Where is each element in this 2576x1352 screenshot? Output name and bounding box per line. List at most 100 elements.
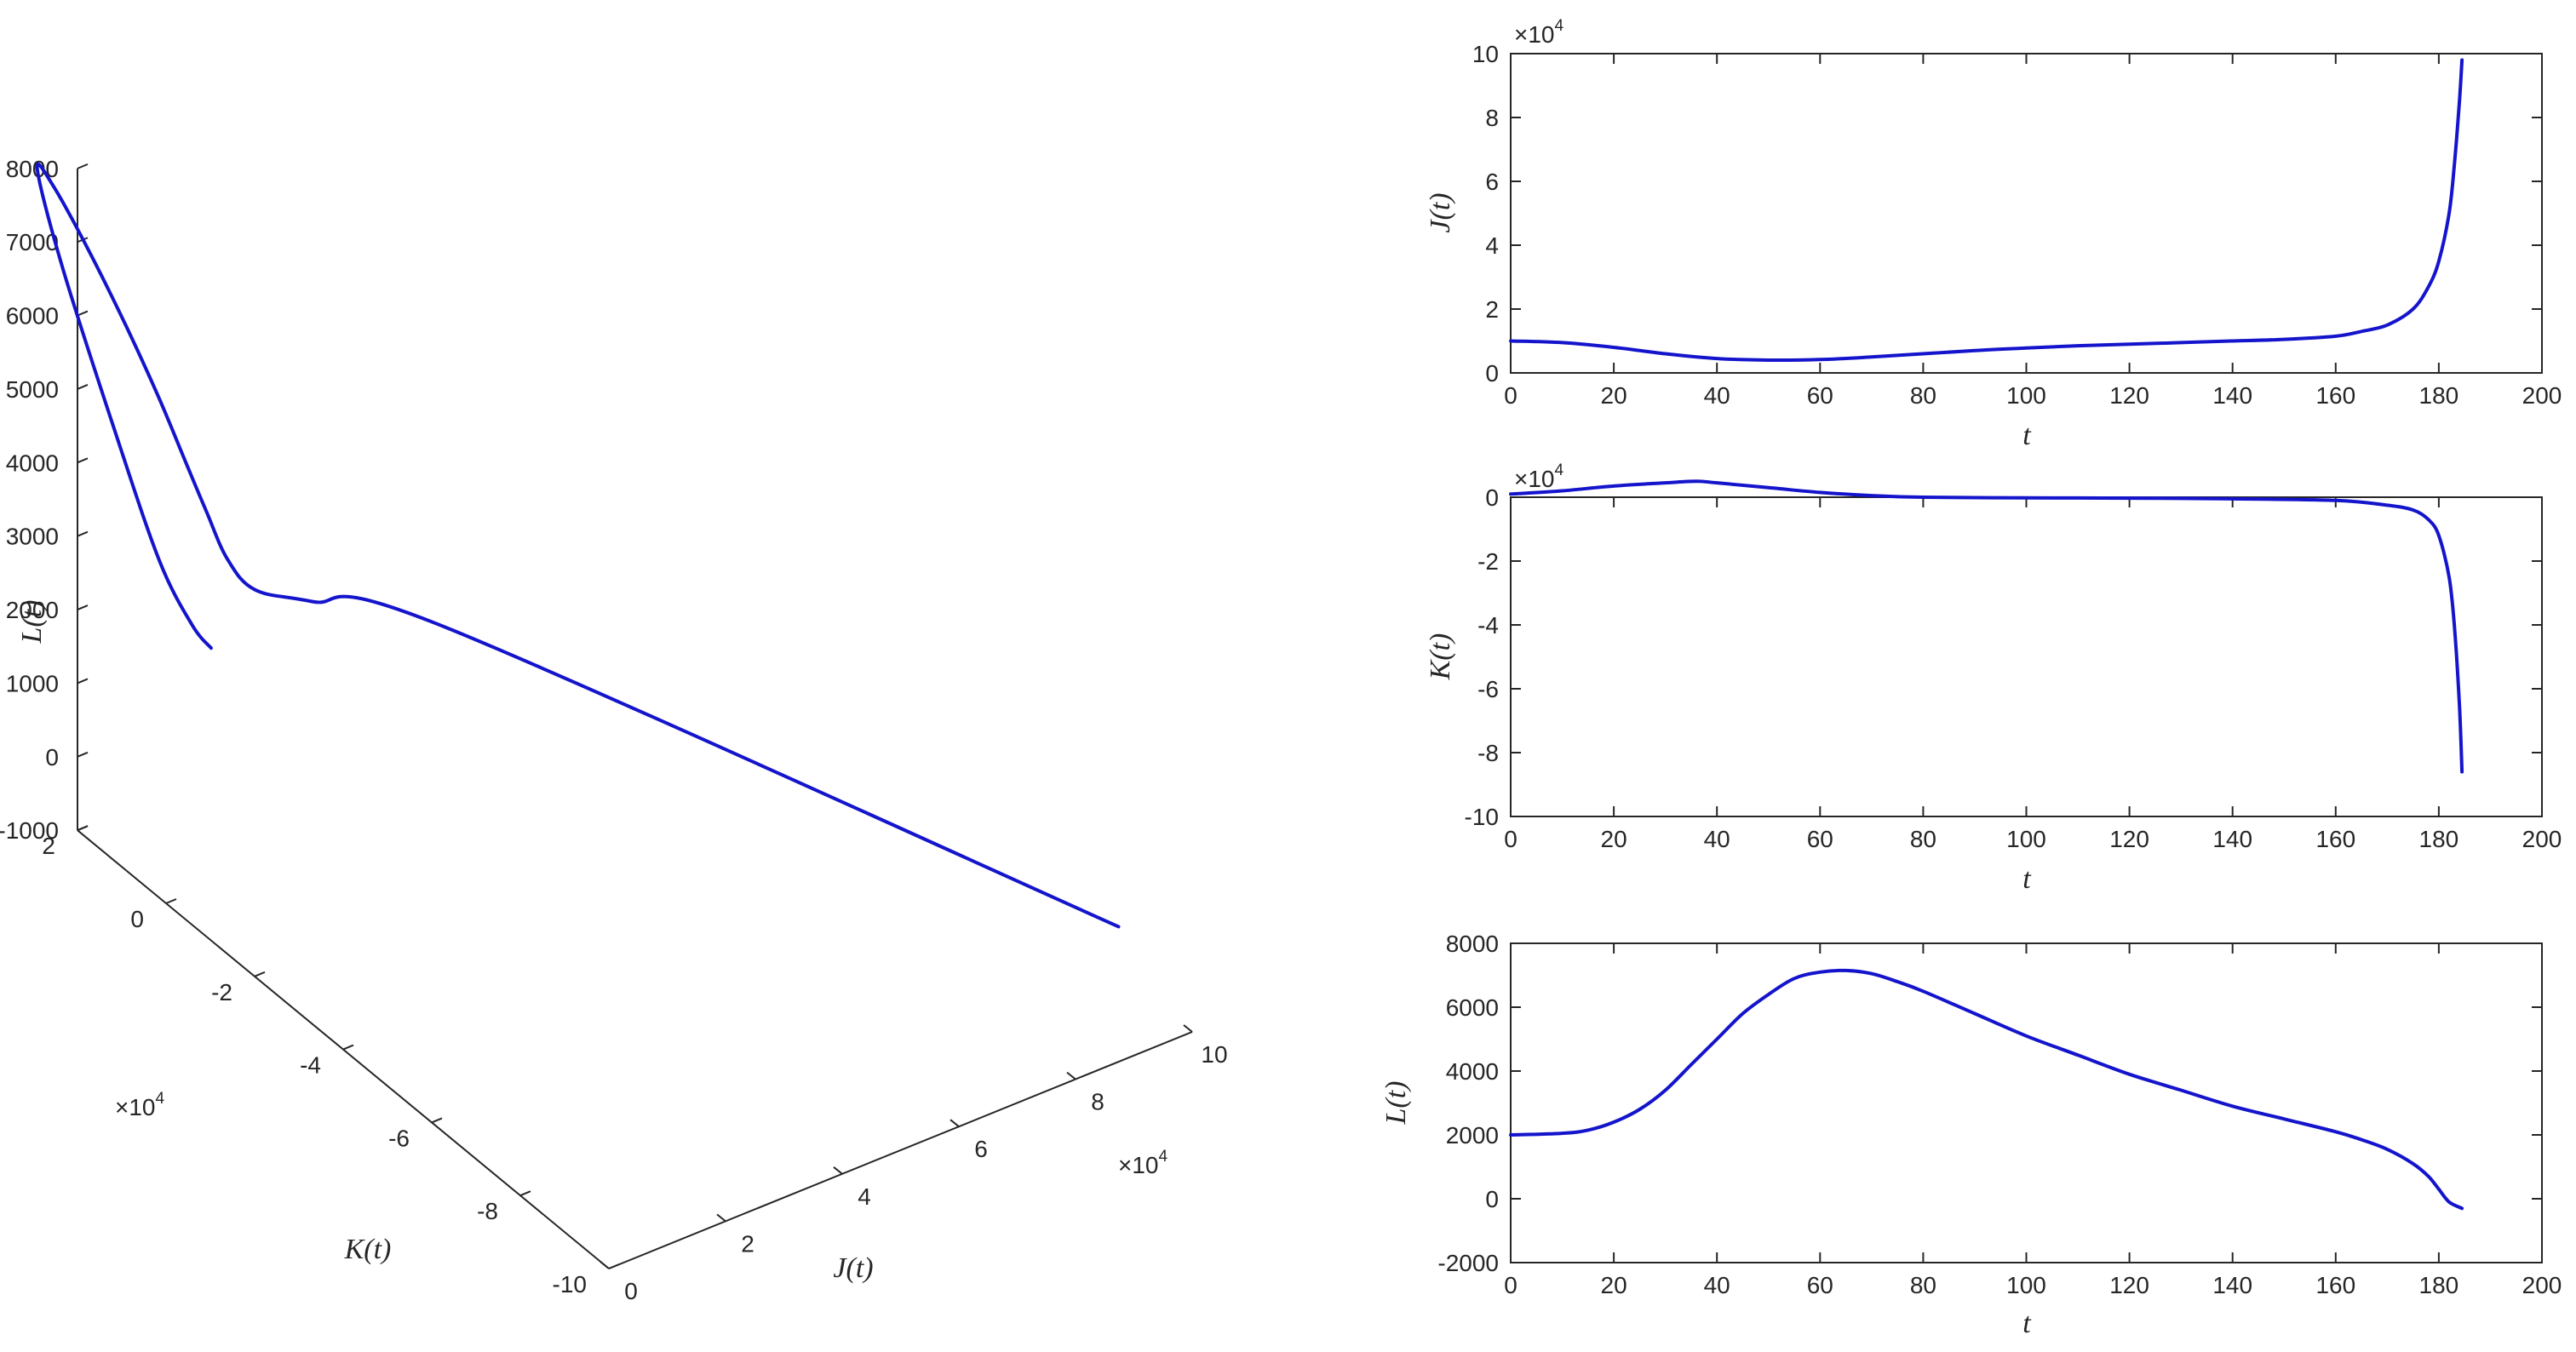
x-tick-mark [1066,1071,1076,1080]
k-y-tick-label: -2 [1477,548,1499,575]
k-y-tick-label: -8 [1477,740,1499,766]
k-x-tick-label: 180 [2419,826,2459,852]
j-x-tick-label: 60 [1807,382,1833,409]
z-tick-label: 1000 [6,670,59,696]
k-x-tick-label: 120 [2109,826,2149,852]
l-x-tick-label: 120 [2109,1272,2149,1298]
l-y-tick-label: -2000 [1437,1250,1499,1276]
l-x-tick-label: 80 [1910,1272,1936,1298]
x-exponent-power: 4 [1159,1148,1168,1166]
k-x-tick-label: 0 [1504,826,1517,852]
l-y-tick-label: 0 [1485,1186,1499,1212]
z-tick-mark [77,163,89,169]
l-y-tick-label: 8000 [1446,931,1499,957]
x-tick-label: 0 [624,1278,638,1304]
z-tick-label: 0 [45,744,59,771]
k-x-tick-label: 100 [2006,826,2046,852]
k-y-tick-label: -4 [1477,612,1499,639]
x-tick-label: 4 [858,1183,871,1210]
y-tick-mark [254,971,266,977]
j-y-tick-label: 8 [1485,105,1499,131]
l-x-tick-label: 40 [1704,1272,1730,1298]
j-x-tick-label: 100 [2006,382,2046,409]
l-y-tick-label: 6000 [1446,994,1499,1021]
l-y-tick-label: 4000 [1446,1058,1499,1085]
k-x-tick-label: 140 [2212,826,2252,852]
z-tick-mark [77,310,89,317]
l-x-axis-label: t [2022,1308,2032,1339]
y-tick-label: -8 [477,1198,498,1224]
x-exponent-label: ×104 [1118,1148,1168,1178]
y-tick-label: -10 [553,1271,587,1298]
k-exponent-power: 4 [1555,461,1564,479]
z-tick-label: 7000 [6,229,59,255]
y-tick-label: -6 [388,1125,410,1151]
z-tick-labels: 8000 7000 6000 5000 4000 3000 2000 1000 0 -1000 [0,156,89,844]
l-x-tick-label: 140 [2212,1272,2252,1298]
x-tick-label: 6 [974,1136,988,1162]
x-tick-mark [833,1166,843,1175]
x-tick-mark [950,1119,960,1127]
x-tick-label: 8 [1091,1089,1104,1115]
k-exponent-base: ×10 [1514,466,1555,492]
k-curve [1509,479,2464,774]
j-exponent-base: ×10 [1514,21,1555,48]
j-exponent-power: 4 [1555,17,1564,35]
y-tick-mark [77,825,89,832]
l-y-axis-label: L(t) [1380,1081,1412,1126]
l-x-tick-label: 100 [2006,1272,2046,1298]
l-time-series-plot: 0 20 40 60 80 100 120 140 160 180 200-200002000400… [1380,931,2562,1339]
z-tick-label: 5000 [6,376,59,403]
z-tick-mark [77,457,89,464]
y-exponent-base: ×10 [115,1094,156,1120]
y-exponent-label: ×104 [115,1090,165,1120]
j-y-tick-label: 10 [1472,41,1499,67]
k-x-tick-label: 200 [2522,826,2562,852]
x-axis-label: J(t) [833,1252,873,1284]
l-x-tick-label: 200 [2522,1272,2562,1298]
y-tick-mark [608,1263,620,1269]
j-x-tick-label: 180 [2419,382,2459,409]
j-x-axis-label: t [2022,420,2032,451]
j-y-tick-label: 0 [1485,360,1499,387]
k-y-tick-label: 0 [1485,484,1499,511]
l-x-tick-label: 160 [2315,1272,2355,1298]
y-axis-label: K(t) [344,1234,392,1265]
j-ticks: 0 20 40 60 80 100 120 140 160 180 200 0 2 4 6 8 10 [1472,41,2562,409]
x-tick-label: 10 [1201,1041,1227,1068]
z-tick-mark [77,530,89,537]
x-tick-mark [600,1261,610,1269]
y-tick-label: -2 [211,979,232,1005]
l-curve [1509,968,2464,1211]
z-tick-label: 8000 [6,156,59,182]
x-exponent-base: ×10 [1118,1152,1159,1178]
x-tick-labels: 0 2 4 6 8 10 [600,1024,1228,1304]
j-x-tick-label: 160 [2315,382,2355,409]
y-tick-mark [342,1044,354,1051]
k-exponent-label: ×104 [1514,461,1564,492]
z-tick-mark [77,678,89,685]
k-x-tick-label: 60 [1807,826,1833,852]
z-tick-mark [77,384,89,390]
y-tick-labels: 2 0 -2 -4 -6 -8 -10 [42,825,620,1298]
y-tick-label: 2 [42,833,55,859]
l-x-tick-label: 60 [1807,1272,1833,1298]
x-tick-label: 2 [741,1230,754,1257]
z-tick-label: 6000 [6,303,59,329]
k-y-axis-label: K(t) [1425,633,1456,681]
k-time-series-plot: 0 20 40 60 80 100 120 140 160 180 2000-2-4-6-8-10 … [1425,461,2562,895]
z-tick-mark [77,604,89,611]
j-x-tick-label: 40 [1704,382,1730,409]
j-x-tick-label: 140 [2212,382,2252,409]
z-axis-label: L(t) [16,600,48,644]
z-tick-mark [77,751,89,758]
j-y-tick-label: 4 [1485,232,1499,259]
y-tick-label: 0 [130,906,144,932]
j-x-tick-label: 20 [1601,382,1627,409]
l-plot-frame [1510,942,2543,1263]
j-x-tick-label: 120 [2109,382,2149,409]
trajectory-3d [35,162,1121,929]
y-tick-mark [431,1117,443,1124]
